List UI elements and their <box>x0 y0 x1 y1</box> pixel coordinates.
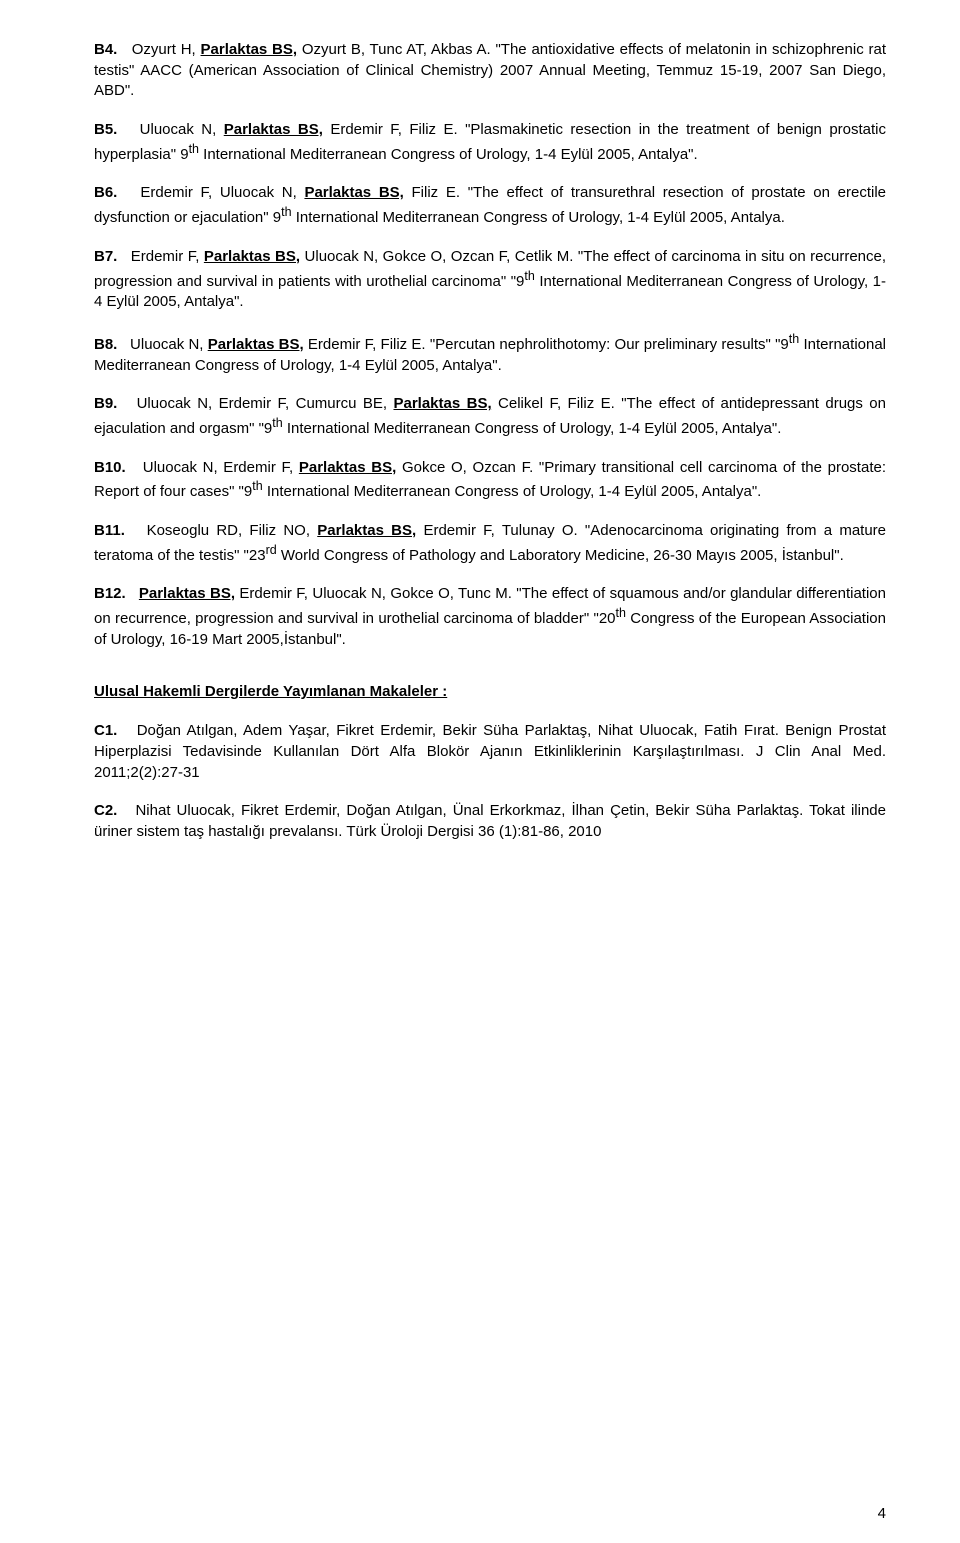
reference-entry: B11. Koseoglu RD, Filiz NO, Parlaktas BS… <box>94 521 886 566</box>
b-entries: B4. Ozyurt H, Parlaktas BS, Ozyurt B, Tu… <box>94 40 886 650</box>
reference-entry: B8. Uluocak N, Parlaktas BS, Erdemir F, … <box>94 331 886 376</box>
section-heading: Ulusal Hakemli Dergilerde Yayımlanan Mak… <box>94 682 886 703</box>
c-entries: C1. Doğan Atılgan, Adem Yaşar, Fikret Er… <box>94 721 886 842</box>
reference-entry: C1. Doğan Atılgan, Adem Yaşar, Fikret Er… <box>94 721 886 783</box>
reference-entry: B12. Parlaktas BS, Erdemir F, Uluocak N,… <box>94 584 886 650</box>
reference-entry: B5. Uluocak N, Parlaktas BS, Erdemir F, … <box>94 120 886 165</box>
page-number: 4 <box>878 1504 886 1525</box>
reference-entry: B10. Uluocak N, Erdemir F, Parlaktas BS,… <box>94 458 886 503</box>
reference-entry: B9. Uluocak N, Erdemir F, Cumurcu BE, Pa… <box>94 394 886 439</box>
document-page: B4. Ozyurt H, Parlaktas BS, Ozyurt B, Tu… <box>0 0 960 1543</box>
reference-entry: B4. Ozyurt H, Parlaktas BS, Ozyurt B, Tu… <box>94 40 886 102</box>
reference-entry: B6. Erdemir F, Uluocak N, Parlaktas BS, … <box>94 183 886 228</box>
reference-entry: B7. Erdemir F, Parlaktas BS, Uluocak N, … <box>94 247 886 313</box>
reference-entry: C2. Nihat Uluocak, Fikret Erdemir, Doğan… <box>94 801 886 842</box>
